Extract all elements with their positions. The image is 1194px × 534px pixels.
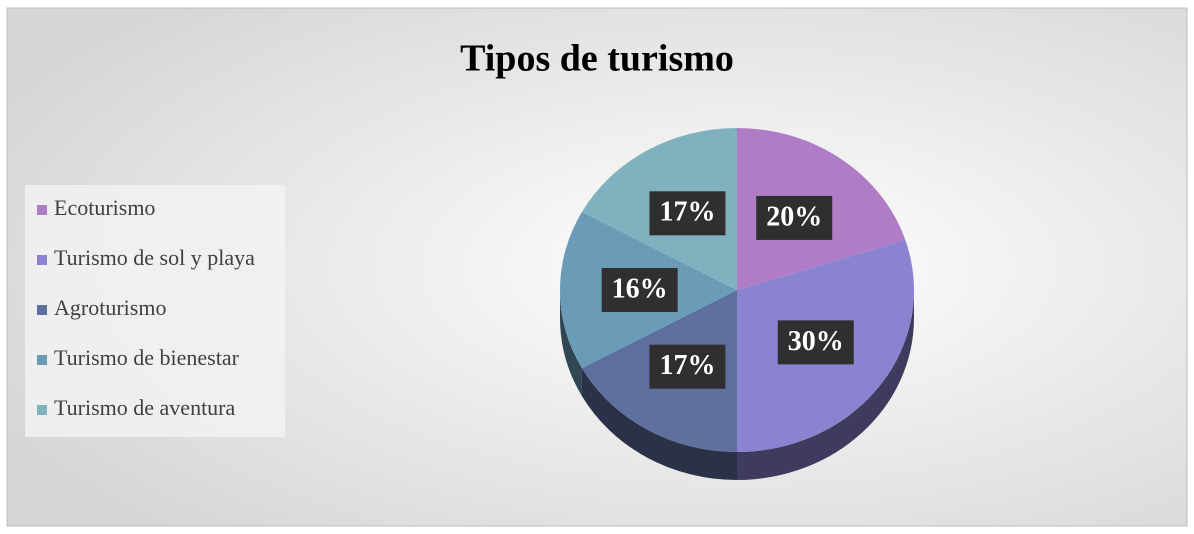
chart-title: Tipos de turismo xyxy=(460,38,734,80)
data-label-box xyxy=(756,195,833,240)
data-label: 30% xyxy=(788,326,844,357)
legend-label: Turismo de bienestar xyxy=(54,345,240,370)
data-label-box xyxy=(777,320,854,365)
slice-side xyxy=(737,290,914,480)
data-label-box xyxy=(649,344,726,389)
slice-side xyxy=(581,368,737,480)
legend-swatch xyxy=(37,305,47,315)
legend-label: Turismo de aventura xyxy=(54,395,236,420)
data-label: 17% xyxy=(659,350,715,381)
legend-swatch xyxy=(37,205,47,215)
data-label-box xyxy=(649,191,726,236)
legend-swatch xyxy=(37,255,47,265)
data-label: 16% xyxy=(612,273,668,304)
legend-swatch xyxy=(37,355,47,365)
data-label: 17% xyxy=(659,197,715,228)
slice-side xyxy=(560,290,582,397)
legend-box xyxy=(25,185,285,437)
data-label: 20% xyxy=(766,201,822,232)
legend-label: Turismo de sol y playa xyxy=(54,245,255,270)
legend-swatch xyxy=(37,405,47,415)
data-label-box xyxy=(601,268,678,312)
legend-label: Agroturismo xyxy=(54,295,166,320)
legend-label: Ecoturismo xyxy=(54,195,155,220)
